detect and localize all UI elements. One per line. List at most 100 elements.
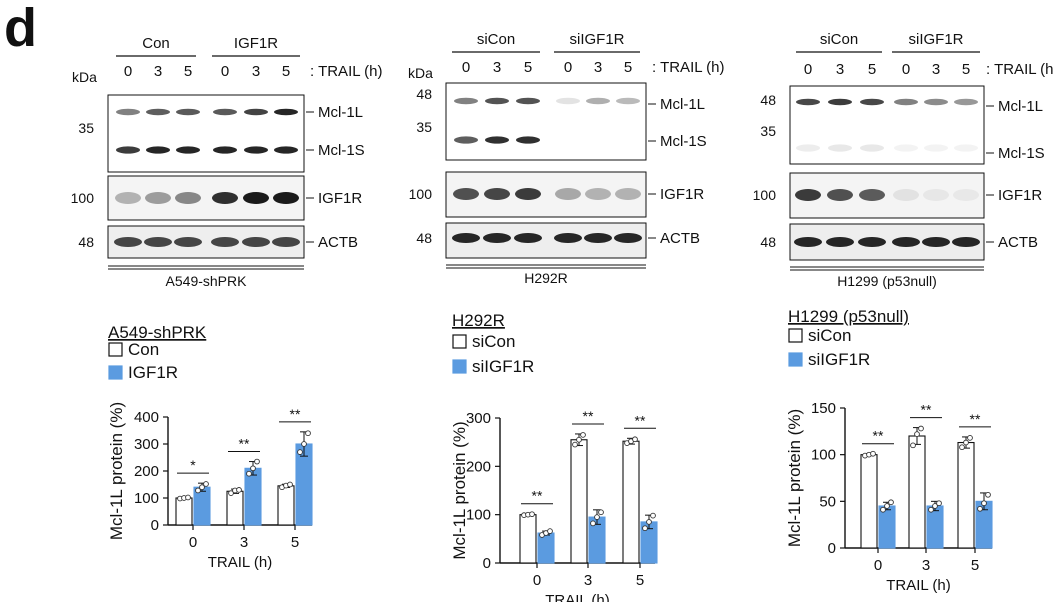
blot2-group-label: siIGF1R xyxy=(569,31,624,48)
blot1-mw-marker: 48 xyxy=(78,234,94,250)
chart1-x-axis-title: TRAIL (h) xyxy=(208,554,272,571)
chart2-data-point xyxy=(580,432,586,438)
blot2-mcl1-membrane xyxy=(445,82,647,161)
chart3-significance-label: ** xyxy=(970,411,981,427)
chart3-y-tick-label: 100 xyxy=(811,447,836,464)
blot1-time-point-label: 5 xyxy=(282,63,290,80)
chart2-data-point xyxy=(576,436,582,443)
chart1-knockdown-bar xyxy=(244,467,262,526)
blot3-mcl1l-band xyxy=(924,98,948,106)
blot3-actb-membrane xyxy=(789,223,985,261)
chart2-data-point xyxy=(590,520,596,527)
blot2-mcl1s-band xyxy=(485,136,509,144)
blot1-mcl1s-band xyxy=(176,146,200,154)
chart3-knockdown-bar xyxy=(926,505,944,549)
chart2-data-point xyxy=(632,436,638,443)
blot2-mcl1l-band xyxy=(485,97,509,105)
chart1-control-bar xyxy=(175,497,193,526)
chart1-data-point xyxy=(287,481,293,488)
chart2-control-bar xyxy=(622,440,640,564)
blot3-igf1r-band xyxy=(923,189,949,201)
chart3-legend-label: siCon xyxy=(808,326,851,345)
blot1-time-point-label: 3 xyxy=(154,63,162,80)
blot3-actb-band xyxy=(922,237,950,247)
blot2-mcl1l-band xyxy=(556,97,580,105)
blot3-time-point-label: 5 xyxy=(962,61,970,78)
chart2-significance-label: ** xyxy=(583,408,594,424)
chart3-control-bar xyxy=(908,435,926,549)
blot2-mw-marker: 100 xyxy=(409,186,433,202)
chart2-data-point xyxy=(646,519,652,525)
chart1-legend-swatch xyxy=(108,365,123,380)
chart2-y-tick-label: 0 xyxy=(483,555,491,572)
blot2-kda-label: kDa xyxy=(408,65,433,81)
chart3-significance-label: ** xyxy=(921,402,932,418)
chart3-data-point xyxy=(918,425,924,432)
blot2-time-point-label: 3 xyxy=(594,59,602,76)
chart2-x-tick-label: 0 xyxy=(533,572,541,589)
blot2-mcl1l-label: Mcl-1L xyxy=(660,96,705,113)
blot1-igf1r-band xyxy=(115,192,141,204)
chart1-legend-swatch xyxy=(108,342,123,357)
blot3-mcl1s-label: Mcl-1S xyxy=(998,145,1045,162)
chart1-y-tick-label: 0 xyxy=(151,517,159,534)
blot2-igf1r-band xyxy=(515,188,541,200)
chart3-significance-label: ** xyxy=(873,428,884,444)
blot3-time-point-label: 3 xyxy=(932,61,940,78)
blot1-mcl1l-label: Mcl-1L xyxy=(318,104,363,121)
blot3-mw-marker: 35 xyxy=(760,123,776,139)
chart1-data-point xyxy=(301,441,307,447)
chart2-y-tick-label: 300 xyxy=(466,410,491,427)
blot2-mcl1s-band xyxy=(454,136,478,144)
blot2-mcl1l-band xyxy=(616,97,640,105)
blot1-cell-line-label: A549-shPRK xyxy=(166,273,248,289)
blot1-mw-marker: 100 xyxy=(71,190,95,206)
blot3-time-point-label: 5 xyxy=(868,61,876,78)
chart3-x-axis-title: TRAIL (h) xyxy=(886,577,950,594)
blot2-mcl1s-label: Mcl-1S xyxy=(660,133,707,150)
chart1-data-point xyxy=(228,490,234,496)
chart1-data-point xyxy=(236,487,242,493)
chart3-data-point xyxy=(928,506,934,513)
chart3-title: H1299 (p53null) xyxy=(788,307,909,326)
blot1-mcl1s-band xyxy=(116,146,140,154)
chart3-data-point xyxy=(977,505,983,512)
blot3-trail-label: : TRAIL (h xyxy=(986,61,1054,78)
blot3-time-point-label: 3 xyxy=(836,61,844,78)
blot3-mcl1l-band xyxy=(954,98,978,106)
chart1-significance-label: ** xyxy=(239,436,250,452)
blot1-time-point-label: 5 xyxy=(184,63,192,80)
blot3-igf1r-band xyxy=(893,189,919,201)
chart3-x-tick-label: 3 xyxy=(922,557,930,574)
blot3-actb-label: ACTB xyxy=(998,234,1038,251)
blot3-actb-band xyxy=(952,237,980,247)
chart3-y-tick-label: 50 xyxy=(819,493,836,510)
blot3-actb-band xyxy=(826,237,854,247)
blot3-group-label: siIGF1R xyxy=(908,31,963,48)
blot2-igf1r-membrane xyxy=(445,171,647,218)
blot3-igf1r-label: IGF1R xyxy=(998,187,1042,204)
chart1-y-tick-label: 400 xyxy=(134,409,159,426)
blot2-igf1r-band xyxy=(585,188,611,200)
chart3-knockdown-bar xyxy=(878,505,896,549)
blot2-time-point-label: 0 xyxy=(462,59,470,76)
blot1-mcl1s-band xyxy=(244,146,268,154)
blot2-cell-line-label: H292R xyxy=(524,270,568,286)
blot1-actb-label: ACTB xyxy=(318,234,358,251)
chart3-data-point xyxy=(884,503,890,509)
blot2-group-label: siCon xyxy=(477,31,515,48)
chart2-y-tick-label: 200 xyxy=(466,458,491,475)
blot1-actb-band xyxy=(211,237,239,247)
blot3-igf1r-band xyxy=(953,189,979,201)
blot1-group-label: IGF1R xyxy=(234,35,278,52)
chart3-y-tick-label: 150 xyxy=(811,400,836,417)
blot1-time-point-label: 0 xyxy=(221,63,229,80)
blot3-igf1r-band xyxy=(859,189,885,201)
chart3-data-point xyxy=(870,450,876,457)
chart3-data-point xyxy=(981,500,987,507)
chart1-x-tick-label: 3 xyxy=(240,534,248,551)
blot1-time-point-label: 3 xyxy=(252,63,260,80)
chart3-data-point xyxy=(985,491,991,498)
blot1-mcl1l-band xyxy=(176,108,200,116)
